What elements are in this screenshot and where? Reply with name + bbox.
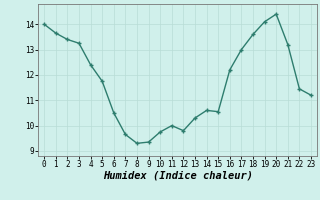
X-axis label: Humidex (Indice chaleur): Humidex (Indice chaleur) (103, 171, 252, 181)
